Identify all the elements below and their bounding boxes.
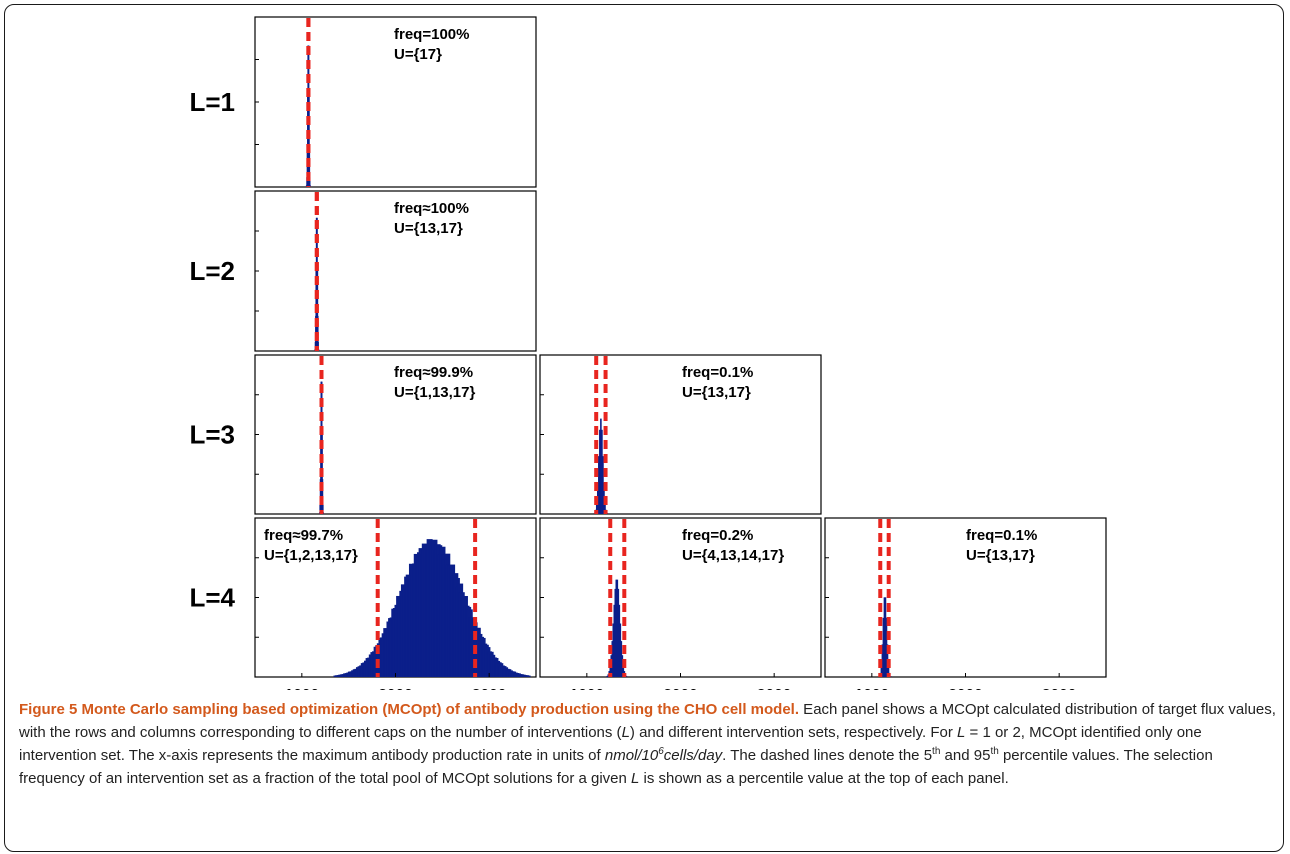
hist-bar-r4c2-0 <box>606 675 609 677</box>
hist-bar-r4c2-9 <box>615 579 618 677</box>
caption-text-3: = 1 or 2, MCOpt identified only one inte… <box>19 724 1202 764</box>
caption-units-b: cells/day <box>663 747 723 764</box>
caption-units-sup: 6 <box>658 746 664 757</box>
row-label-4: L=4 <box>189 583 235 613</box>
x-tick-label-c3-1: 2000 <box>948 687 982 690</box>
hist-bar-r3c2-7 <box>601 429 603 514</box>
panel-frame-r4c3 <box>824 517 1107 678</box>
freq-label-r1c1: freq=100% <box>394 26 469 43</box>
hist-bar-r4c2-5 <box>611 641 614 677</box>
caption-text-4: . The dashed lines denote the 5 <box>722 747 933 764</box>
caption-text-1: Each panel shows a MCOpt calculated dist… <box>19 701 1276 741</box>
hist-bar-r4c2-10 <box>616 579 619 677</box>
panel-frame-r4c2 <box>539 517 822 678</box>
figure-label: Figure 5 Monte Carlo sampling based opti… <box>19 701 800 718</box>
panel-frame-r2c1 <box>254 190 537 352</box>
caption-sup-th-2: th <box>990 746 999 757</box>
freq-label-r4c2: freq=0.2% <box>682 527 753 544</box>
caption-text-5: and 95 <box>940 747 991 764</box>
caption-units: nmol/106cells/day <box>604 746 723 765</box>
row-label-3: L=3 <box>189 420 235 450</box>
set-label-r4c1: U={1,2,13,17} <box>264 547 358 564</box>
x-tick-label-c2-0: 1000 <box>570 687 604 690</box>
caption-text-6: percentile values. The selection frequen… <box>19 747 1213 787</box>
x-tick-label-c1-2: 3000 <box>472 687 506 690</box>
hist-bar-r3c2-5 <box>599 429 601 514</box>
caption-units-a: nmol/10 <box>604 747 659 764</box>
hist-bar-r4c3-7 <box>885 617 888 677</box>
figure-border <box>4 4 1284 852</box>
hist-bar-r4c2-8 <box>614 588 617 677</box>
hist-bar-r1c1-6 <box>308 96 310 187</box>
hist-bar-r4c2-19 <box>625 675 628 677</box>
hist-bar-r4c2-7 <box>613 604 616 677</box>
panel-frame-r3c1 <box>254 354 537 515</box>
hist-bar-r4c3-9 <box>887 663 890 677</box>
freq-label-r4c3: freq=0.1% <box>966 527 1037 544</box>
caption-text-2: ) and different intervention sets, respe… <box>629 724 958 741</box>
hist-bar-r4c2-14 <box>620 641 623 677</box>
freq-label-r3c1: freq≈99.9% <box>394 364 473 381</box>
hist-bar-r3c2-4 <box>598 456 600 514</box>
hist-bar-r3c1-8 <box>322 504 324 514</box>
panel-frame-r1c1 <box>254 16 537 188</box>
x-tick-label-c2-1: 2000 <box>663 687 697 690</box>
x-tick-label-c3-2: 3000 <box>1042 687 1076 690</box>
freq-label-r2c1: freq≈100% <box>394 200 469 217</box>
caption-sup-th-1: th <box>932 746 941 757</box>
hist-bar-r4c2-12 <box>618 604 621 677</box>
hist-bar-r4c3-4 <box>882 617 885 677</box>
set-label-r2c1: U={13,17} <box>394 220 463 237</box>
hist-bar-r3c2-10 <box>604 501 606 514</box>
hist-bar-r4c2-6 <box>612 623 615 677</box>
histogram-grid-chart: L=1 freq=100% U={17} L=2 freq≈100% U={13,17} L… <box>189 16 1107 690</box>
set-label-r4c3: U={13,17} <box>966 547 1035 564</box>
hist-bar-r4c3-5 <box>883 597 886 677</box>
set-label-r3c2: U={13,17} <box>682 384 751 401</box>
panel-frame-r3c2 <box>539 354 822 515</box>
freq-label-r4c1: freq≈99.7% <box>264 527 343 544</box>
hist-bar-r4c3-6 <box>884 597 887 677</box>
hist-bar-r4c1-119 <box>524 675 531 677</box>
freq-label-r3c2: freq=0.1% <box>682 364 753 381</box>
hist-bar-r4c2-16 <box>622 665 625 677</box>
set-label-r3c1: U={1,13,17} <box>394 384 475 401</box>
hist-bar-r4c3-3 <box>881 644 884 677</box>
set-label-r1c1: U={17} <box>394 46 442 63</box>
hist-bar-r4c2-11 <box>617 588 620 677</box>
figure-caption: Figure 5 Monte Carlo sampling based opti… <box>19 698 1281 790</box>
x-tick-label-c2-2: 3000 <box>757 687 791 690</box>
hist-bar-r4c2-13 <box>619 623 622 677</box>
set-label-r4c2: U={4,13,14,17} <box>682 547 784 564</box>
x-tick-label-c1-1: 2000 <box>378 687 412 690</box>
hist-bar-r4c3-2 <box>880 663 883 677</box>
row-label-2: L=2 <box>189 256 235 286</box>
caption-text-7: is shown as a percentile value at the to… <box>639 770 1009 787</box>
caption-var-L-1: L <box>621 724 630 741</box>
hist-bar-r3c2-8 <box>602 456 604 514</box>
caption-var-L-3: L <box>631 770 640 787</box>
hist-bar-r1c1-7 <box>308 149 311 187</box>
x-tick-label-c1-0: 1000 <box>285 687 319 690</box>
hist-bar-r1c1-8 <box>308 177 311 187</box>
x-tick-label-c3-0: 1000 <box>855 687 889 690</box>
hist-bar-r3c2-6 <box>600 418 602 514</box>
row-label-1: L=1 <box>189 87 235 117</box>
hist-bar-r3c2-2 <box>595 501 598 514</box>
hist-bar-r4c2-3 <box>609 665 612 677</box>
caption-var-L-2: L <box>957 724 966 741</box>
